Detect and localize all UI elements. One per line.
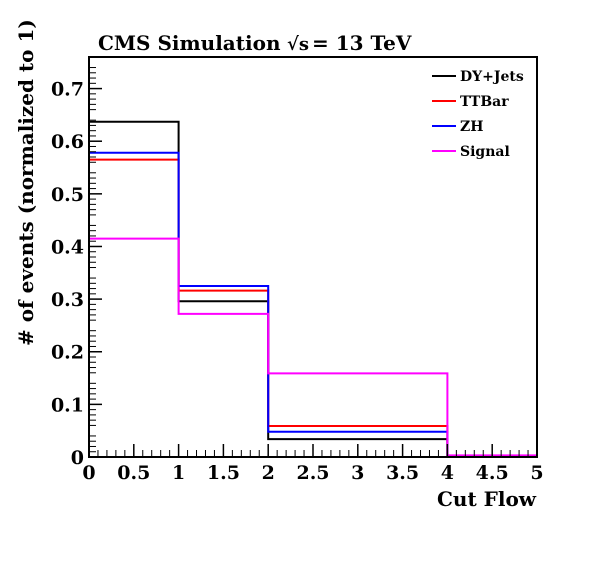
y-tick-label: 0.7 — [51, 79, 84, 101]
legend-label: ZH — [460, 119, 483, 135]
x-tick-label: 4 — [441, 462, 454, 484]
x-tick-label: 4.5 — [476, 462, 509, 484]
y-tick-label: 0.1 — [51, 394, 84, 416]
x-axis-label: Cut Flow — [437, 487, 537, 511]
x-tick-label: 0 — [82, 462, 95, 484]
y-tick-label: 0.3 — [51, 289, 84, 311]
x-tick-label: 5 — [530, 462, 543, 484]
x-tick-label: 1.5 — [207, 462, 240, 484]
y-tick-label: 0.6 — [51, 131, 84, 153]
x-tick-label: 3 — [351, 462, 364, 484]
energy-symbol: √s — [287, 34, 309, 55]
energy-label: = 13 TeV — [312, 31, 412, 55]
y-tick-label: 0.2 — [51, 342, 84, 364]
x-tick-label: 0.5 — [117, 462, 150, 484]
x-tick-label: 1 — [172, 462, 185, 484]
plot-area — [89, 57, 537, 457]
x-tick-label: 3.5 — [386, 462, 419, 484]
legend-label: Signal — [460, 144, 510, 160]
y-axis-label: # of events (normalized to 1) — [14, 19, 38, 346]
x-tick-label: 2 — [262, 462, 275, 484]
x-tick-label: 2.5 — [296, 462, 329, 484]
legend: DY+Jets TTBar ZH Signal — [432, 69, 524, 160]
legend-label: DY+Jets — [460, 69, 524, 85]
legend-label: TTBar — [460, 94, 509, 110]
series-layer — [88, 120, 538, 458]
tick-layer: 0 0.5 1 1.5 2 2.5 3 3.5 4 4.5 5 0 0.1 0.2 0.3 0.4 0.5 0.6… — [51, 67, 544, 484]
y-tick-label: 0.4 — [51, 236, 84, 258]
series-line-signal — [88, 237, 538, 457]
chart-title: CMS Simulation — [98, 31, 281, 55]
y-tick-label: 0.5 — [51, 184, 84, 206]
y-tick-label: 0 — [71, 447, 84, 469]
